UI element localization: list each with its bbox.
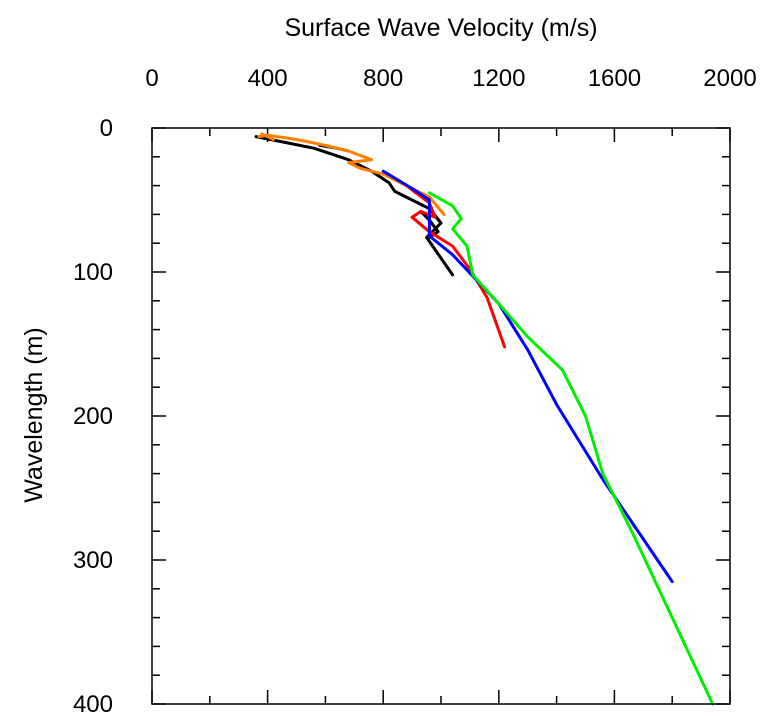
series-line-7 [381,169,674,584]
plot-frame [151,127,731,705]
x-tick-label: 400 [248,65,288,92]
data-series [254,132,715,706]
x-tick-label: 1600 [588,65,641,92]
axis-ticks [151,127,731,705]
y-tick-label: 100 [73,259,113,286]
series-line-1 [254,135,455,277]
tick-labels: 0 400 800 1200 1600 2000 0 100 200 300 400 [73,65,757,718]
x-tick-label: 1200 [472,65,525,92]
y-tick-label: 400 [73,691,113,718]
x-axis-label: Surface Wave Velocity (m/s) [284,14,597,42]
x-tick-label: 2000 [703,65,756,92]
series-line-6 [260,132,275,141]
series-line-8 [427,191,715,706]
y-tick-label: 200 [73,403,113,430]
y-tick-label: 300 [73,547,113,574]
y-axis-label: Wavelength (m) [20,327,48,503]
x-tick-label: 800 [363,65,403,92]
x-tick-label: 0 [145,65,158,92]
y-tick-label: 0 [100,115,113,142]
